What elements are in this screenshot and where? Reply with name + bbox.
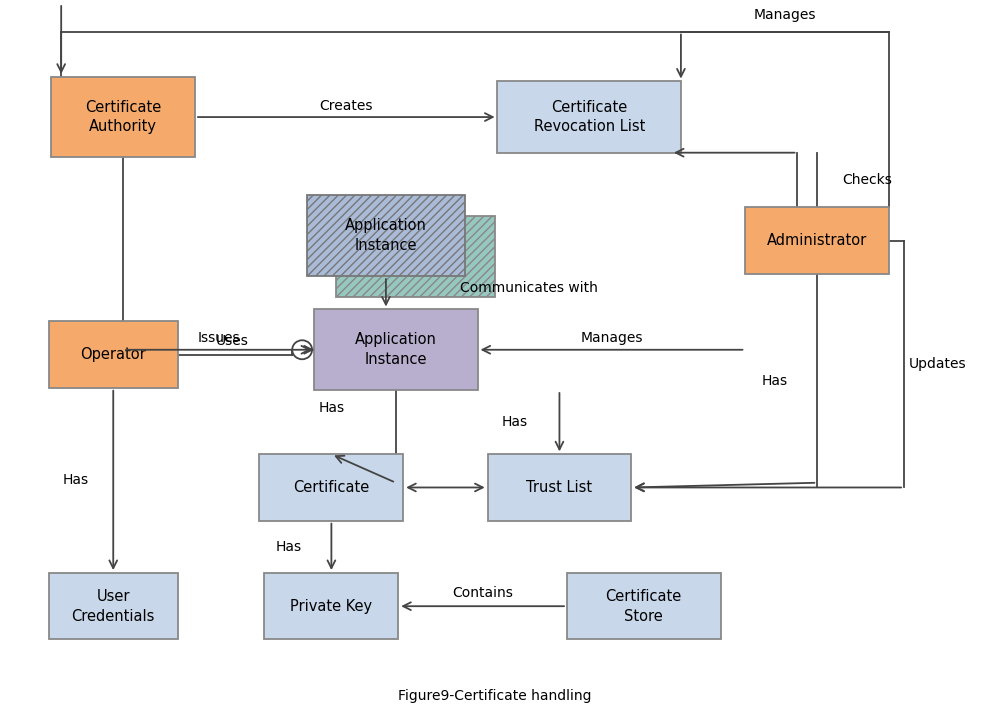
Text: Certificate
Authority: Certificate Authority bbox=[85, 100, 161, 134]
FancyBboxPatch shape bbox=[314, 309, 477, 390]
Text: Manages: Manages bbox=[580, 332, 643, 346]
Text: Certificate
Store: Certificate Store bbox=[606, 589, 682, 624]
Text: Updates: Updates bbox=[909, 357, 966, 371]
Text: Operator: Operator bbox=[80, 347, 147, 362]
FancyBboxPatch shape bbox=[337, 216, 495, 297]
Text: Has: Has bbox=[62, 473, 88, 487]
Text: Figure9-Certificate handling: Figure9-Certificate handling bbox=[398, 689, 592, 703]
Text: Certificate
Revocation List: Certificate Revocation List bbox=[534, 100, 644, 134]
FancyBboxPatch shape bbox=[264, 573, 398, 639]
FancyBboxPatch shape bbox=[498, 82, 681, 153]
Text: Administrator: Administrator bbox=[767, 233, 867, 248]
Text: Application
Instance: Application Instance bbox=[345, 218, 427, 253]
Text: Has: Has bbox=[761, 374, 787, 388]
FancyBboxPatch shape bbox=[487, 454, 632, 521]
Text: Has: Has bbox=[319, 401, 345, 415]
Text: Certificate: Certificate bbox=[293, 480, 369, 495]
FancyBboxPatch shape bbox=[307, 196, 465, 276]
FancyBboxPatch shape bbox=[567, 573, 721, 639]
Text: Issues: Issues bbox=[197, 332, 240, 346]
FancyBboxPatch shape bbox=[49, 321, 177, 388]
Text: Checks: Checks bbox=[842, 173, 892, 187]
Text: Communicates with: Communicates with bbox=[460, 281, 598, 295]
Text: Uses: Uses bbox=[216, 334, 248, 348]
Text: Application
Instance: Application Instance bbox=[354, 332, 437, 367]
Text: Contains: Contains bbox=[452, 586, 513, 600]
FancyBboxPatch shape bbox=[745, 207, 889, 274]
FancyBboxPatch shape bbox=[51, 77, 195, 158]
Text: Trust List: Trust List bbox=[527, 480, 593, 495]
Text: Creates: Creates bbox=[320, 99, 373, 113]
FancyBboxPatch shape bbox=[259, 454, 403, 521]
Text: Has: Has bbox=[275, 540, 302, 554]
Text: User
Credentials: User Credentials bbox=[71, 589, 154, 624]
Text: Private Key: Private Key bbox=[290, 598, 372, 614]
Text: Has: Has bbox=[502, 415, 528, 429]
FancyBboxPatch shape bbox=[49, 573, 177, 639]
Text: Manages: Manages bbox=[753, 8, 817, 22]
